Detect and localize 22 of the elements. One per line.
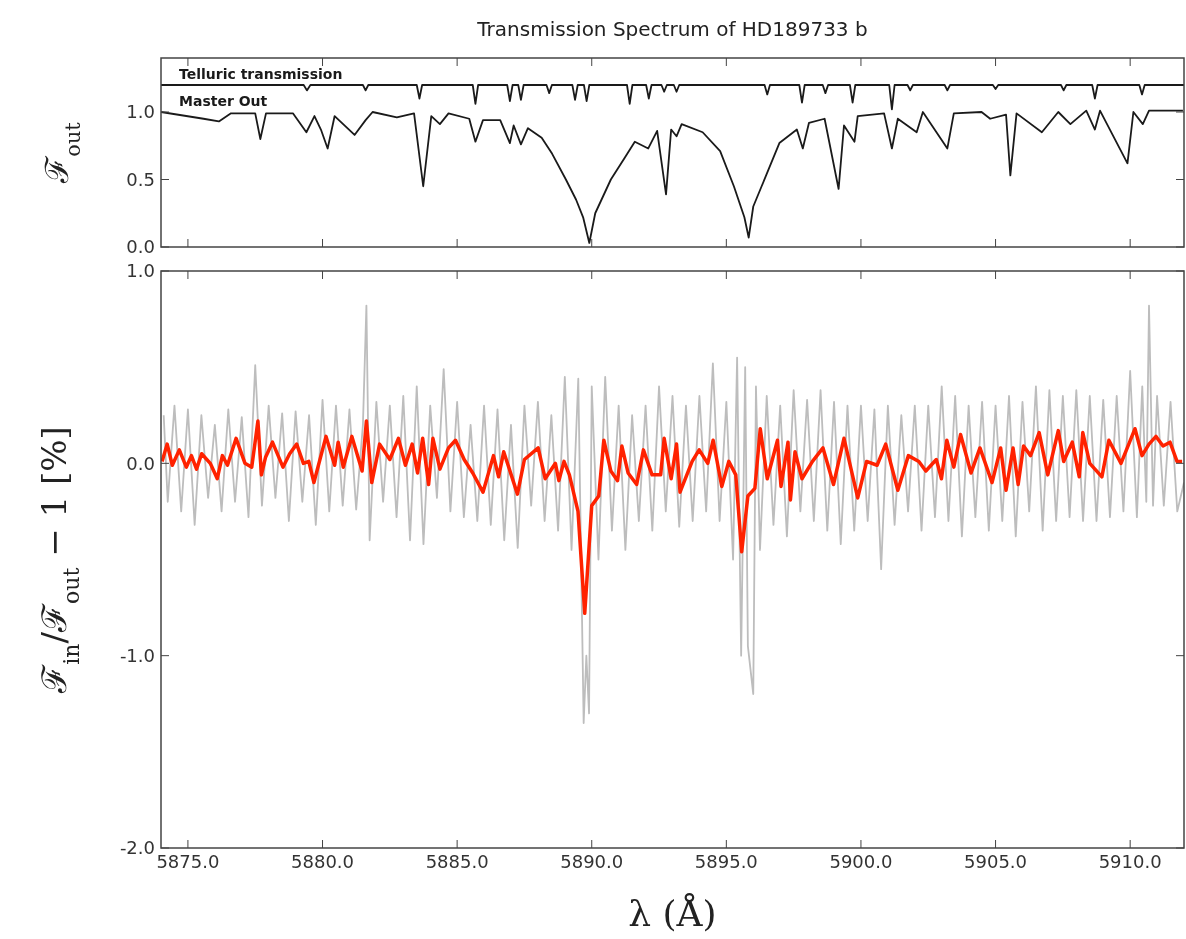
y-tick-label: 1.0 (126, 101, 155, 123)
x-axis-title: λ (Å) (628, 893, 717, 934)
x-tick-label: 5910.0 (1098, 851, 1162, 872)
x-tick-label: 5880.0 (291, 851, 355, 872)
chart-title: Transmission Spectrum of HD189733 b (476, 17, 868, 41)
y-tick-label: 0.0 (126, 452, 155, 474)
line-series (162, 304, 1184, 724)
series-label: Master Out (179, 93, 268, 109)
y-tick-label: -2.0 (119, 837, 155, 859)
x-tick-label: 5900.0 (829, 851, 893, 872)
y-tick-label: 1.0 (126, 260, 155, 282)
line-series (161, 419, 1184, 616)
x-tick-label: 5905.0 (964, 851, 1028, 872)
x-tick-label: 5875.0 (156, 851, 220, 872)
x-tick-label: 5895.0 (694, 851, 758, 872)
x-tick-label: 5885.0 (425, 851, 489, 872)
y-tick-label: -1.0 (119, 644, 155, 666)
line-series (161, 84, 1184, 111)
y-tick-label: 0.0 (126, 236, 155, 258)
series-label: Telluric transmission (179, 66, 343, 82)
x-tick-label: 5890.0 (560, 851, 624, 872)
y-tick-label: 0.5 (126, 168, 155, 190)
